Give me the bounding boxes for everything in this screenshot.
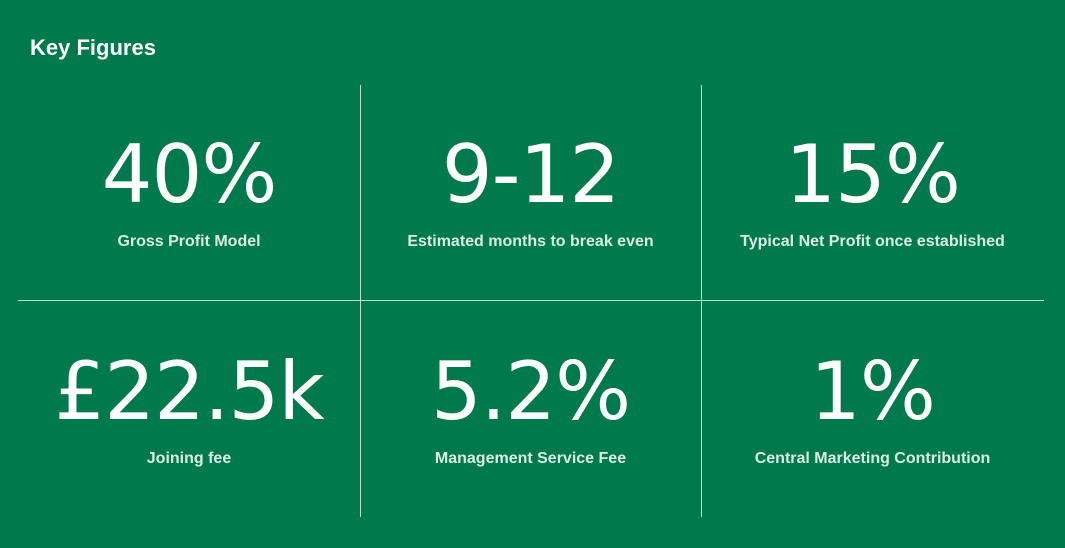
figure-value: 40% — [101, 128, 278, 221]
grid-divider-vertical-right — [701, 85, 702, 517]
figure-label: Typical Net Profit once established — [740, 233, 1005, 250]
figure-cell-net-profit: 15% Typical Net Profit once established — [701, 127, 1044, 253]
figure-label: Estimated months to break even — [407, 233, 654, 250]
page-title: Key Figures — [30, 35, 156, 60]
figure-value: £22.5k — [54, 345, 324, 438]
grid-divider-vertical-left — [360, 85, 361, 517]
figure-value: 1% — [810, 345, 936, 438]
figure-cell-joining-fee: £22.5k Joining fee — [18, 344, 360, 470]
figure-label: Central Marketing Contribution — [754, 450, 991, 467]
figure-cell-gross-profit: 40% Gross Profit Model — [18, 127, 360, 253]
figure-value: 9-12 — [441, 128, 621, 221]
figure-cell-marketing-contribution: 1% Central Marketing Contribution — [701, 344, 1044, 470]
figure-label: Joining fee — [146, 450, 232, 467]
grid-divider-horizontal — [18, 300, 1044, 301]
figure-value: 15% — [785, 128, 961, 221]
figure-cell-break-even: 9-12 Estimated months to break even — [360, 127, 701, 253]
figure-label: Gross Profit Model — [117, 233, 261, 250]
figure-value: 5.2% — [430, 345, 631, 438]
figure-label: Management Service Fee — [434, 450, 627, 467]
figure-cell-management-fee: 5.2% Management Service Fee — [360, 344, 701, 470]
